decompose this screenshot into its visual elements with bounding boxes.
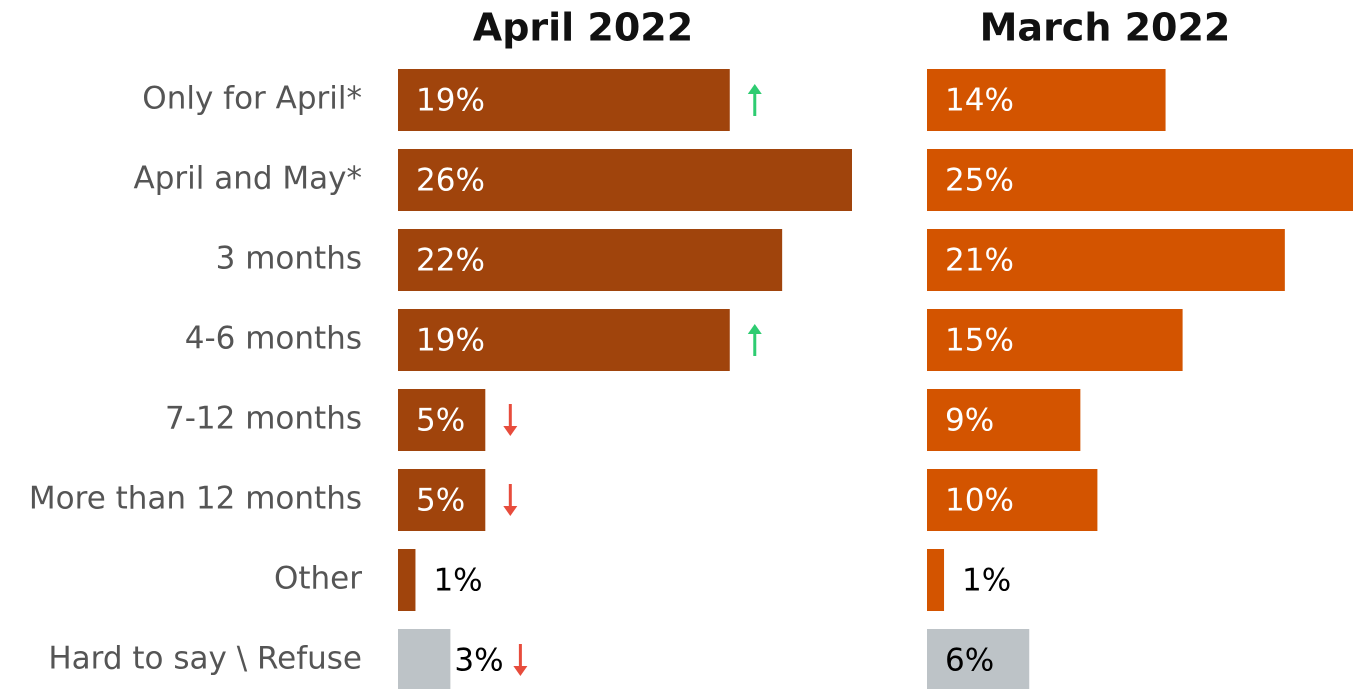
category-label: April and May*: [134, 161, 362, 197]
value-label: 3%: [454, 643, 503, 679]
category-label: 4-6 months: [185, 321, 362, 357]
bar: [927, 149, 1353, 211]
bar: [927, 389, 1081, 451]
value-label: 1%: [433, 563, 482, 599]
value-label: 21%: [945, 243, 1014, 279]
bar: [927, 229, 1285, 291]
bar: [398, 229, 783, 291]
bar: [927, 469, 1098, 531]
value-label: 25%: [945, 163, 1014, 199]
bar: [927, 309, 1183, 371]
bar: [398, 309, 730, 371]
value-label: 9%: [945, 403, 994, 439]
bar: [398, 149, 852, 211]
category-label: More than 12 months: [29, 481, 362, 517]
value-label: 1%: [962, 563, 1011, 599]
change-arrow-head: [503, 506, 518, 516]
change-arrow-head: [503, 426, 518, 436]
value-label: 26%: [416, 163, 485, 199]
value-label: 15%: [945, 323, 1014, 359]
change-arrow-head: [747, 84, 762, 94]
bar: [398, 469, 486, 531]
value-label: 19%: [416, 323, 485, 359]
category-label: Hard to say \ Refuse: [48, 641, 362, 677]
panel-title: March 2022: [980, 6, 1231, 50]
value-label: 5%: [416, 403, 465, 439]
value-label: 5%: [416, 483, 465, 519]
bar: [927, 549, 945, 611]
category-label: 7-12 months: [165, 401, 362, 437]
value-label: 19%: [416, 83, 485, 119]
change-arrow-head: [513, 666, 528, 676]
bar: [927, 69, 1166, 131]
bar: [398, 549, 416, 611]
value-label: 6%: [945, 643, 994, 679]
change-arrow-head: [747, 324, 762, 334]
bar: [398, 69, 730, 131]
bar: [398, 629, 451, 691]
bar: [398, 389, 486, 451]
bar: [927, 629, 1030, 691]
category-label: Only for April*: [142, 81, 362, 117]
value-label: 22%: [416, 243, 485, 279]
category-label: 3 months: [216, 241, 362, 277]
value-label: 14%: [945, 83, 1014, 119]
value-label: 10%: [945, 483, 1014, 519]
panel-title: April 2022: [473, 6, 693, 50]
category-label: Other: [274, 561, 362, 597]
